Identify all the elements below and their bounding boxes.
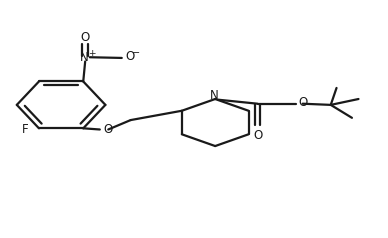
- Text: O: O: [103, 124, 113, 136]
- Text: −: −: [132, 48, 140, 58]
- Text: N: N: [210, 89, 219, 102]
- Text: F: F: [22, 123, 28, 136]
- Text: +: +: [88, 50, 96, 59]
- Text: O: O: [126, 50, 135, 63]
- Text: O: O: [253, 129, 262, 142]
- Text: N: N: [80, 51, 88, 64]
- Text: O: O: [81, 31, 90, 45]
- Text: O: O: [298, 96, 307, 109]
